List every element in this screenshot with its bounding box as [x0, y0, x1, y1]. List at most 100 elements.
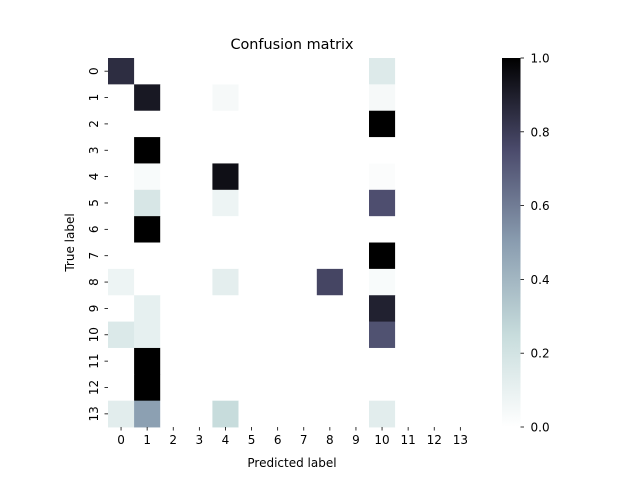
- heatmap-cell: [369, 216, 396, 243]
- heatmap-cell: [212, 216, 239, 243]
- heatmap-cell: [264, 84, 292, 112]
- heatmap-cell: [160, 242, 187, 270]
- heatmap-cell: [264, 189, 292, 217]
- heatmap-cell: [186, 242, 213, 270]
- x-tick-label: 6: [274, 433, 282, 447]
- heatmap-cell: [108, 84, 135, 112]
- heatmap-cell: [264, 163, 292, 191]
- heatmap-cell: [134, 58, 161, 85]
- colorbar-tick-label: 0.0: [531, 421, 550, 435]
- heatmap-cell: [238, 374, 265, 402]
- heatmap-cell: [316, 58, 344, 85]
- heatmap-cell: [447, 84, 474, 112]
- x-tick-label: 8: [326, 433, 334, 447]
- heatmap-cell: [316, 400, 344, 428]
- heatmap-cell: [447, 137, 474, 164]
- heatmap-cell: [212, 84, 239, 112]
- heatmap-cell: [395, 374, 422, 402]
- x-axis: 0 1 2 3 4 5 6 7 8 9 10 11 12 13: [117, 427, 468, 447]
- heatmap-cell: [421, 347, 448, 375]
- heatmap-cell: [342, 400, 370, 428]
- colorbar-tick-label: 0.4: [531, 273, 550, 287]
- heatmap-cell: [342, 137, 370, 164]
- heatmap-cell: [290, 216, 318, 243]
- heatmap-cell: [447, 163, 474, 191]
- chart-title: Confusion matrix: [230, 37, 354, 53]
- heatmap-cell: [342, 189, 370, 217]
- heatmap-cell: [290, 58, 318, 85]
- heatmap-cell: [395, 216, 422, 243]
- heatmap-cell: [186, 216, 213, 243]
- heatmap-cell: [108, 268, 135, 296]
- heatmap-cell: [160, 216, 187, 243]
- heatmap-cell: [264, 400, 292, 428]
- heatmap-cell: [316, 110, 344, 138]
- heatmap-cell: [160, 400, 187, 428]
- heatmap-cell: [264, 321, 292, 349]
- heatmap-cell: [447, 268, 474, 296]
- y-tick-label: 6: [87, 226, 101, 234]
- heatmap-cell: [134, 137, 161, 164]
- heatmap-cell: [290, 189, 318, 217]
- heatmap-cell: [212, 110, 239, 138]
- heatmap-cell: [186, 84, 213, 112]
- x-tick-label: 0: [117, 433, 125, 447]
- heatmap-cell: [316, 268, 344, 296]
- colorbar-tick-label: 0.2: [531, 347, 550, 361]
- heatmap-cell: [108, 189, 135, 217]
- heatmap-cell: [108, 58, 135, 85]
- heatmap-cell: [421, 189, 448, 217]
- heatmap-cell: [290, 242, 318, 270]
- heatmap-cell: [212, 163, 239, 191]
- y-tick-label: 10: [87, 327, 101, 342]
- heatmap-cell: [212, 295, 239, 322]
- y-tick-label: 12: [87, 380, 101, 395]
- heatmap-cell: [264, 110, 292, 138]
- heatmap-cell: [421, 242, 448, 270]
- heatmap-cell: [421, 216, 448, 243]
- heatmap-cell: [264, 216, 292, 243]
- heatmap-cell: [395, 84, 422, 112]
- heatmap-cell: [238, 189, 265, 217]
- heatmap-cell: [316, 84, 344, 112]
- heatmap-cell: [186, 189, 213, 217]
- heatmap-cell: [134, 110, 161, 138]
- heatmap-cell: [108, 374, 135, 402]
- heatmap-cell: [395, 58, 422, 85]
- heatmap-cell: [160, 58, 187, 85]
- heatmap-cell: [238, 400, 265, 428]
- heatmap-cell: [421, 84, 448, 112]
- heatmap-cell: [369, 110, 396, 138]
- heatmap-cell: [264, 347, 292, 375]
- heatmap-cell: [369, 295, 396, 322]
- heatmap-cell: [421, 321, 448, 349]
- heatmap-cell: [238, 137, 265, 164]
- heatmap-cell: [160, 189, 187, 217]
- heatmap-cell: [186, 347, 213, 375]
- heatmap-cell: [160, 347, 187, 375]
- heatmap-cell: [421, 163, 448, 191]
- heatmap-cell: [134, 84, 161, 112]
- heatmap-cell: [186, 163, 213, 191]
- x-tick-label: 10: [374, 433, 389, 447]
- heatmap-cell: [342, 347, 370, 375]
- heatmap-cell: [134, 374, 161, 402]
- heatmap-cell: [134, 189, 161, 217]
- heatmap-cell: [108, 400, 135, 428]
- heatmap-cell: [369, 189, 396, 217]
- heatmap-cell: [395, 347, 422, 375]
- heatmap-cell: [134, 347, 161, 375]
- heatmap-cell: [238, 110, 265, 138]
- heatmap-cell: [342, 242, 370, 270]
- heatmap-cell: [316, 216, 344, 243]
- heatmap-cell: [316, 295, 344, 322]
- heatmap-cell: [342, 374, 370, 402]
- heatmap-cell: [108, 163, 135, 191]
- heatmap-cell: [342, 84, 370, 112]
- heatmap-cell: [447, 295, 474, 322]
- heatmap-cell: [395, 242, 422, 270]
- heatmap-cell: [186, 321, 213, 349]
- heatmap-cell: [290, 400, 318, 428]
- heatmap-cell: [421, 400, 448, 428]
